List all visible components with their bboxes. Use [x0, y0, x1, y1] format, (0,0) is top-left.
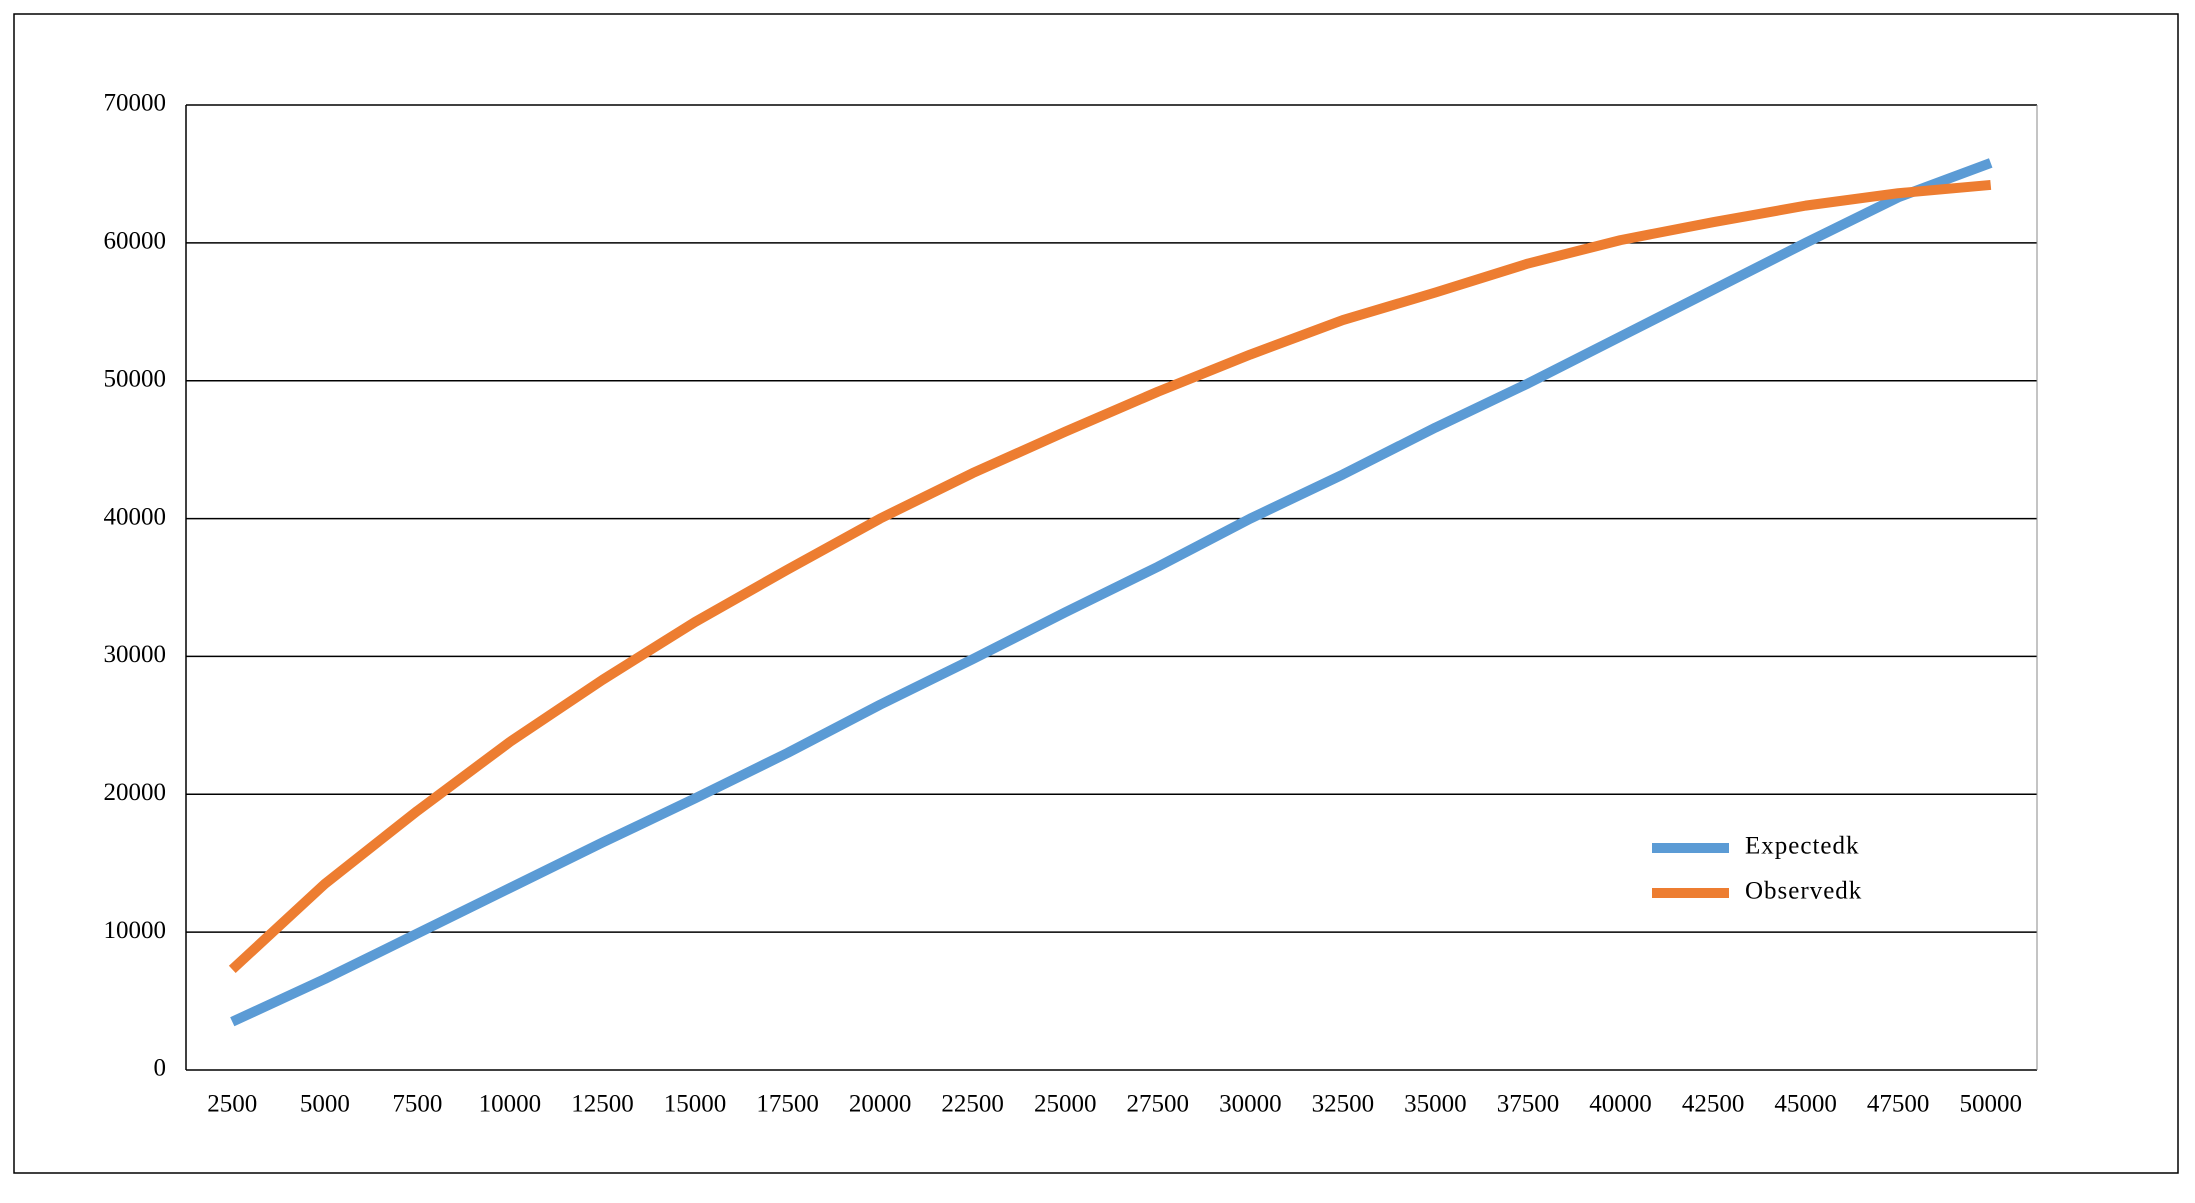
x-tick-label: 25000 [1034, 1091, 1097, 1118]
x-tick-label: 32500 [1312, 1091, 1375, 1118]
x-tick-label: 5000 [300, 1091, 350, 1118]
legend-label: Observedk [1745, 878, 1862, 905]
x-tick-label: 45000 [1774, 1091, 1837, 1118]
x-tick-label: 42500 [1682, 1091, 1745, 1118]
x-tick-label: 20000 [849, 1091, 912, 1118]
y-tick-label: 30000 [104, 641, 167, 668]
x-tick-label: 2500 [207, 1091, 257, 1118]
y-tick-label: 20000 [104, 779, 167, 806]
series-line [230, 158, 1993, 1027]
y-tick-label: 0 [154, 1055, 167, 1082]
x-tick-label: 50000 [1959, 1091, 2022, 1118]
x-tick-label: 7500 [392, 1091, 442, 1118]
x-tick-label: 22500 [941, 1091, 1004, 1118]
x-tick-label: 35000 [1404, 1091, 1467, 1118]
x-tick-label: 15000 [664, 1091, 727, 1118]
y-tick-label: 50000 [104, 365, 167, 392]
x-tick-label: 37500 [1497, 1091, 1560, 1118]
x-tick-label: 47500 [1867, 1091, 1930, 1118]
x-tick-label: 40000 [1589, 1091, 1652, 1118]
y-tick-label: 70000 [104, 90, 167, 117]
y-tick-label: 10000 [104, 917, 167, 944]
y-tick-label: 40000 [104, 503, 167, 530]
y-tick-label: 60000 [104, 228, 167, 255]
series-line [228, 179, 1992, 974]
x-tick-label: 27500 [1127, 1091, 1190, 1118]
legend-label: Expectedk [1745, 833, 1860, 860]
x-tick-label: 10000 [479, 1091, 542, 1118]
x-tick-label: 30000 [1219, 1091, 1282, 1118]
x-tick-label: 12500 [571, 1091, 634, 1118]
x-tick-label: 17500 [756, 1091, 819, 1118]
